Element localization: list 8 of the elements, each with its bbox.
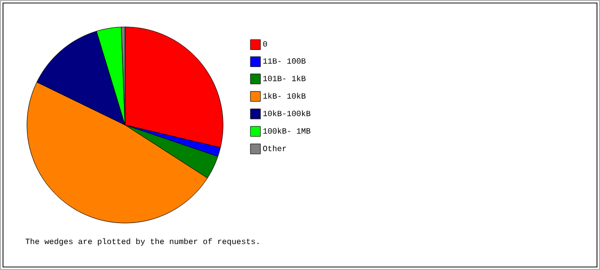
legend-label: Other bbox=[263, 145, 286, 152]
legend-label: 10kB-100kB bbox=[263, 110, 310, 116]
legend-label: 11B- 100B bbox=[263, 58, 306, 64]
legend-label: 101B- 1kB bbox=[263, 75, 306, 82]
legend-label: 1kB- 10kB bbox=[263, 92, 306, 99]
legend-label: 0 bbox=[263, 41, 268, 47]
legend-label: 100kB- 1MB bbox=[263, 128, 310, 134]
text: The wedges are plotted by the number of requests. bbox=[26, 238, 258, 246]
